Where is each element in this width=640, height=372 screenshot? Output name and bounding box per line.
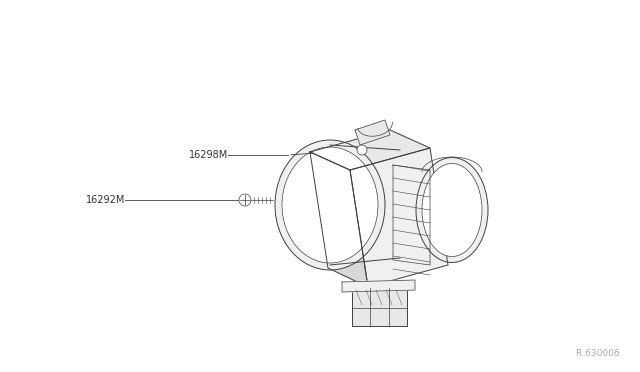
Circle shape [239,194,251,206]
Text: 16298M: 16298M [189,150,228,160]
Ellipse shape [275,140,385,270]
Polygon shape [355,120,390,145]
Text: 16292M: 16292M [86,195,125,205]
Bar [352,288,407,326]
Ellipse shape [416,157,488,263]
Ellipse shape [422,164,482,257]
Ellipse shape [282,147,378,263]
Circle shape [357,145,367,155]
Polygon shape [350,148,448,287]
Polygon shape [310,152,368,287]
Text: R 630006: R 630006 [577,349,620,358]
Polygon shape [310,130,430,170]
Polygon shape [342,280,415,292]
